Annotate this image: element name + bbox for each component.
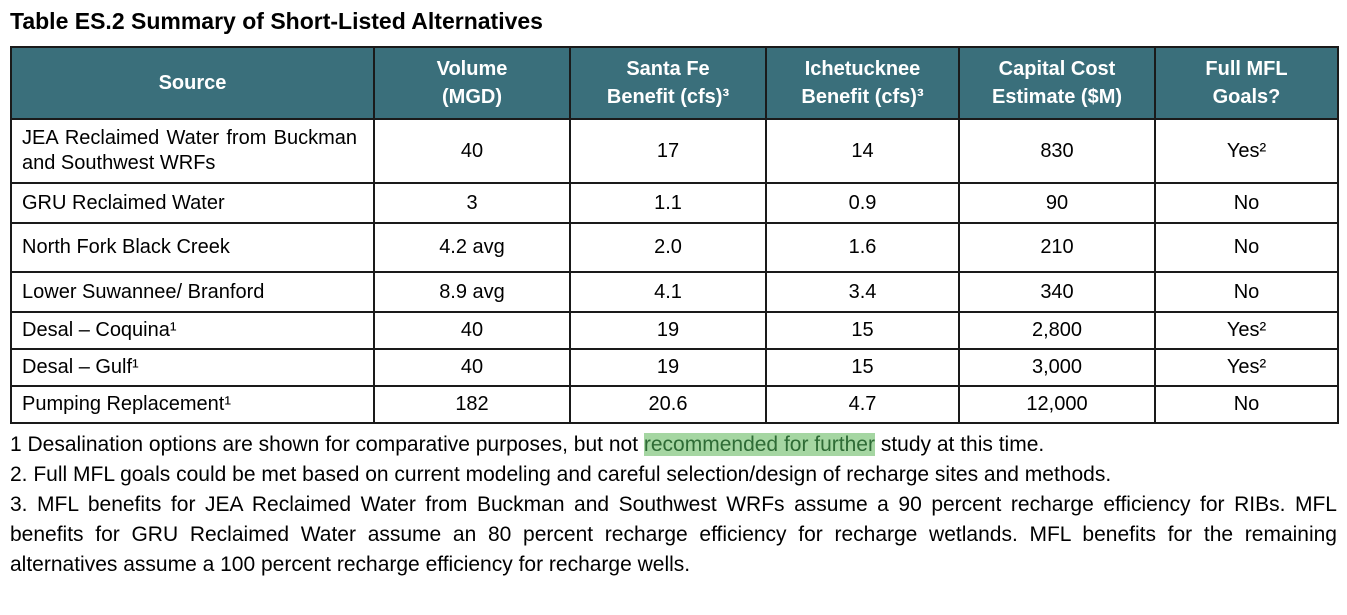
- cell-mfl: No: [1154, 271, 1339, 313]
- cell-ichetucknee: 4.7: [765, 385, 960, 424]
- table-header-row: Source Volume (MGD) Santa Fe Benefit (cf…: [10, 46, 1339, 120]
- header-source: Source: [10, 46, 375, 120]
- cell-capital-cost: 2,800: [958, 311, 1156, 350]
- footnote-1-text-before: 1 Desalination options are shown for com…: [10, 433, 644, 456]
- cell-source: GRU Reclaimed Water: [10, 182, 375, 224]
- footnote-1-highlighted-text: recommended for further: [643, 433, 875, 456]
- cell-ichetucknee: 15: [765, 311, 960, 350]
- cell-volume: 8.9 avg: [373, 271, 571, 313]
- summary-table: Source Volume (MGD) Santa Fe Benefit (cf…: [10, 46, 1339, 424]
- table-row: Lower Suwannee/ Branford 8.9 avg 4.1 3.4…: [10, 271, 1339, 313]
- cell-source: North Fork Black Creek: [10, 222, 375, 273]
- cell-mfl: Yes²: [1154, 348, 1339, 387]
- cell-capital-cost: 90: [958, 182, 1156, 224]
- table-row: Desal – Coquina¹ 40 19 15 2,800 Yes²: [10, 311, 1339, 350]
- cell-capital-cost: 830: [958, 118, 1156, 184]
- header-santa-fe-benefit: Santa Fe Benefit (cfs)³: [569, 46, 767, 120]
- table-row: GRU Reclaimed Water 3 1.1 0.9 90 No: [10, 182, 1339, 224]
- cell-santa-fe: 17: [569, 118, 767, 184]
- cell-mfl: No: [1154, 182, 1339, 224]
- cell-ichetucknee: 0.9: [765, 182, 960, 224]
- table-row: Pumping Replacement¹ 182 20.6 4.7 12,000…: [10, 385, 1339, 424]
- header-capital-cost: Capital Cost Estimate ($M): [958, 46, 1156, 120]
- table-row: Desal – Gulf¹ 40 19 15 3,000 Yes²: [10, 348, 1339, 387]
- table-row: North Fork Black Creek 4.2 avg 2.0 1.6 2…: [10, 222, 1339, 273]
- cell-source: Desal – Coquina¹: [10, 311, 375, 350]
- cell-santa-fe: 4.1: [569, 271, 767, 313]
- footnote-1-text-after: study at this time.: [874, 433, 1045, 456]
- footnote-1: 1 Desalination options are shown for com…: [10, 430, 1337, 460]
- cell-santa-fe: 1.1: [569, 182, 767, 224]
- cell-source: Desal – Gulf¹: [10, 348, 375, 387]
- header-ichetucknee-benefit: Ichetucknee Benefit (cfs)³: [765, 46, 960, 120]
- cell-volume: 40: [373, 311, 571, 350]
- footnote-3: 3. MFL benefits for JEA Reclaimed Water …: [10, 493, 1337, 576]
- cell-capital-cost: 3,000: [958, 348, 1156, 387]
- cell-santa-fe: 2.0: [569, 222, 767, 273]
- cell-santa-fe: 20.6: [569, 385, 767, 424]
- cell-santa-fe: 19: [569, 348, 767, 387]
- cell-capital-cost: 340: [958, 271, 1156, 313]
- footnotes: 1 Desalination options are shown for com…: [10, 430, 1337, 580]
- header-volume: Volume (MGD): [373, 46, 571, 120]
- cell-source: JEA Reclaimed Water from Buckman and Sou…: [10, 118, 375, 184]
- header-full-mfl-goals: Full MFL Goals?: [1154, 46, 1339, 120]
- table-title: Table ES.2 Summary of Short-Listed Alter…: [10, 8, 543, 34]
- cell-volume: 40: [373, 118, 571, 184]
- cell-volume: 3: [373, 182, 571, 224]
- cell-ichetucknee: 3.4: [765, 271, 960, 313]
- cell-mfl: Yes²: [1154, 311, 1339, 350]
- cell-mfl: Yes²: [1154, 118, 1339, 184]
- cell-ichetucknee: 1.6: [765, 222, 960, 273]
- cell-source: Lower Suwannee/ Branford: [10, 271, 375, 313]
- cell-volume: 182: [373, 385, 571, 424]
- cell-ichetucknee: 14: [765, 118, 960, 184]
- cell-mfl: No: [1154, 222, 1339, 273]
- footnote-2: 2. Full MFL goals could be met based on …: [10, 463, 1112, 486]
- cell-source: Pumping Replacement¹: [10, 385, 375, 424]
- cell-volume: 4.2 avg: [373, 222, 571, 273]
- cell-ichetucknee: 15: [765, 348, 960, 387]
- cell-capital-cost: 210: [958, 222, 1156, 273]
- table-row: JEA Reclaimed Water from Buckman and Sou…: [10, 118, 1339, 184]
- cell-mfl: No: [1154, 385, 1339, 424]
- cell-capital-cost: 12,000: [958, 385, 1156, 424]
- document-page: Table ES.2 Summary of Short-Listed Alter…: [10, 8, 1339, 580]
- cell-santa-fe: 19: [569, 311, 767, 350]
- cell-volume: 40: [373, 348, 571, 387]
